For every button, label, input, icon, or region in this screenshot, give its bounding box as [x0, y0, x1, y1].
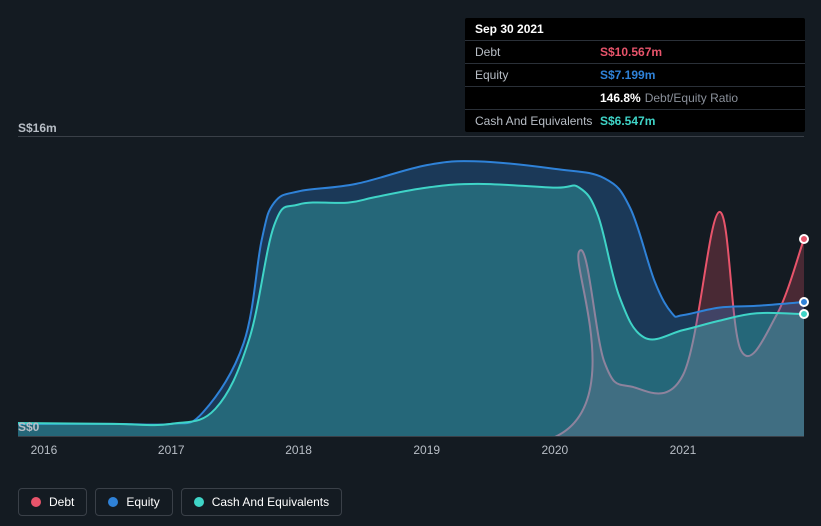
x-axis-tick: 2021 — [670, 443, 697, 457]
tooltip-row-cash: Cash And Equivalents S$6.547m — [465, 110, 805, 132]
legend-label: Cash And Equivalents — [212, 495, 329, 509]
x-axis-tick: 2016 — [31, 443, 58, 457]
x-axis-tick: 2019 — [413, 443, 440, 457]
tooltip-date: Sep 30 2021 — [475, 22, 544, 36]
legend-item-cash[interactable]: Cash And Equivalents — [181, 488, 342, 516]
x-axis-tick: 2020 — [541, 443, 568, 457]
legend-item-debt[interactable]: Debt — [18, 488, 87, 516]
ratio-sub: Debt/Equity Ratio — [645, 91, 738, 105]
ratio-value: 146.8% — [600, 91, 641, 105]
tooltip-date-row: Sep 30 2021 — [465, 18, 805, 41]
tooltip-panel: Sep 30 2021 Debt S$10.567m Equity S$7.19… — [465, 18, 805, 132]
tooltip-label: Equity — [475, 68, 600, 82]
tooltip-label: Cash And Equivalents — [475, 114, 600, 128]
series-end-marker — [799, 234, 809, 244]
tooltip-value: S$7.199m — [600, 68, 655, 82]
x-axis: 2016 2017 2018 2019 2020 2021 — [18, 443, 804, 463]
tooltip-row-ratio: 146.8% Debt/Equity Ratio — [465, 87, 805, 110]
tooltip-value: 146.8% Debt/Equity Ratio — [600, 91, 738, 105]
tooltip-row-debt: Debt S$10.567m — [465, 41, 805, 64]
chart-area[interactable] — [18, 136, 804, 436]
legend-dot-icon — [108, 497, 118, 507]
x-axis-tick: 2017 — [158, 443, 185, 457]
tooltip-row-equity: Equity S$7.199m — [465, 64, 805, 87]
tooltip-label: Debt — [475, 45, 600, 59]
x-axis-tick: 2018 — [285, 443, 312, 457]
series-end-marker — [799, 297, 809, 307]
legend-item-equity[interactable]: Equity — [95, 488, 172, 516]
tooltip-value: S$10.567m — [600, 45, 662, 59]
y-axis-bottom-label: S$0 — [18, 420, 39, 434]
series-end-marker — [799, 309, 809, 319]
legend: Debt Equity Cash And Equivalents — [18, 488, 342, 516]
legend-label: Debt — [49, 495, 74, 509]
tooltip-label — [475, 91, 600, 105]
legend-dot-icon — [31, 497, 41, 507]
y-axis-top-label: S$16m — [18, 121, 57, 135]
tooltip-value: S$6.547m — [600, 114, 655, 128]
legend-label: Equity — [126, 495, 159, 509]
legend-dot-icon — [194, 497, 204, 507]
chart-svg — [18, 137, 804, 437]
